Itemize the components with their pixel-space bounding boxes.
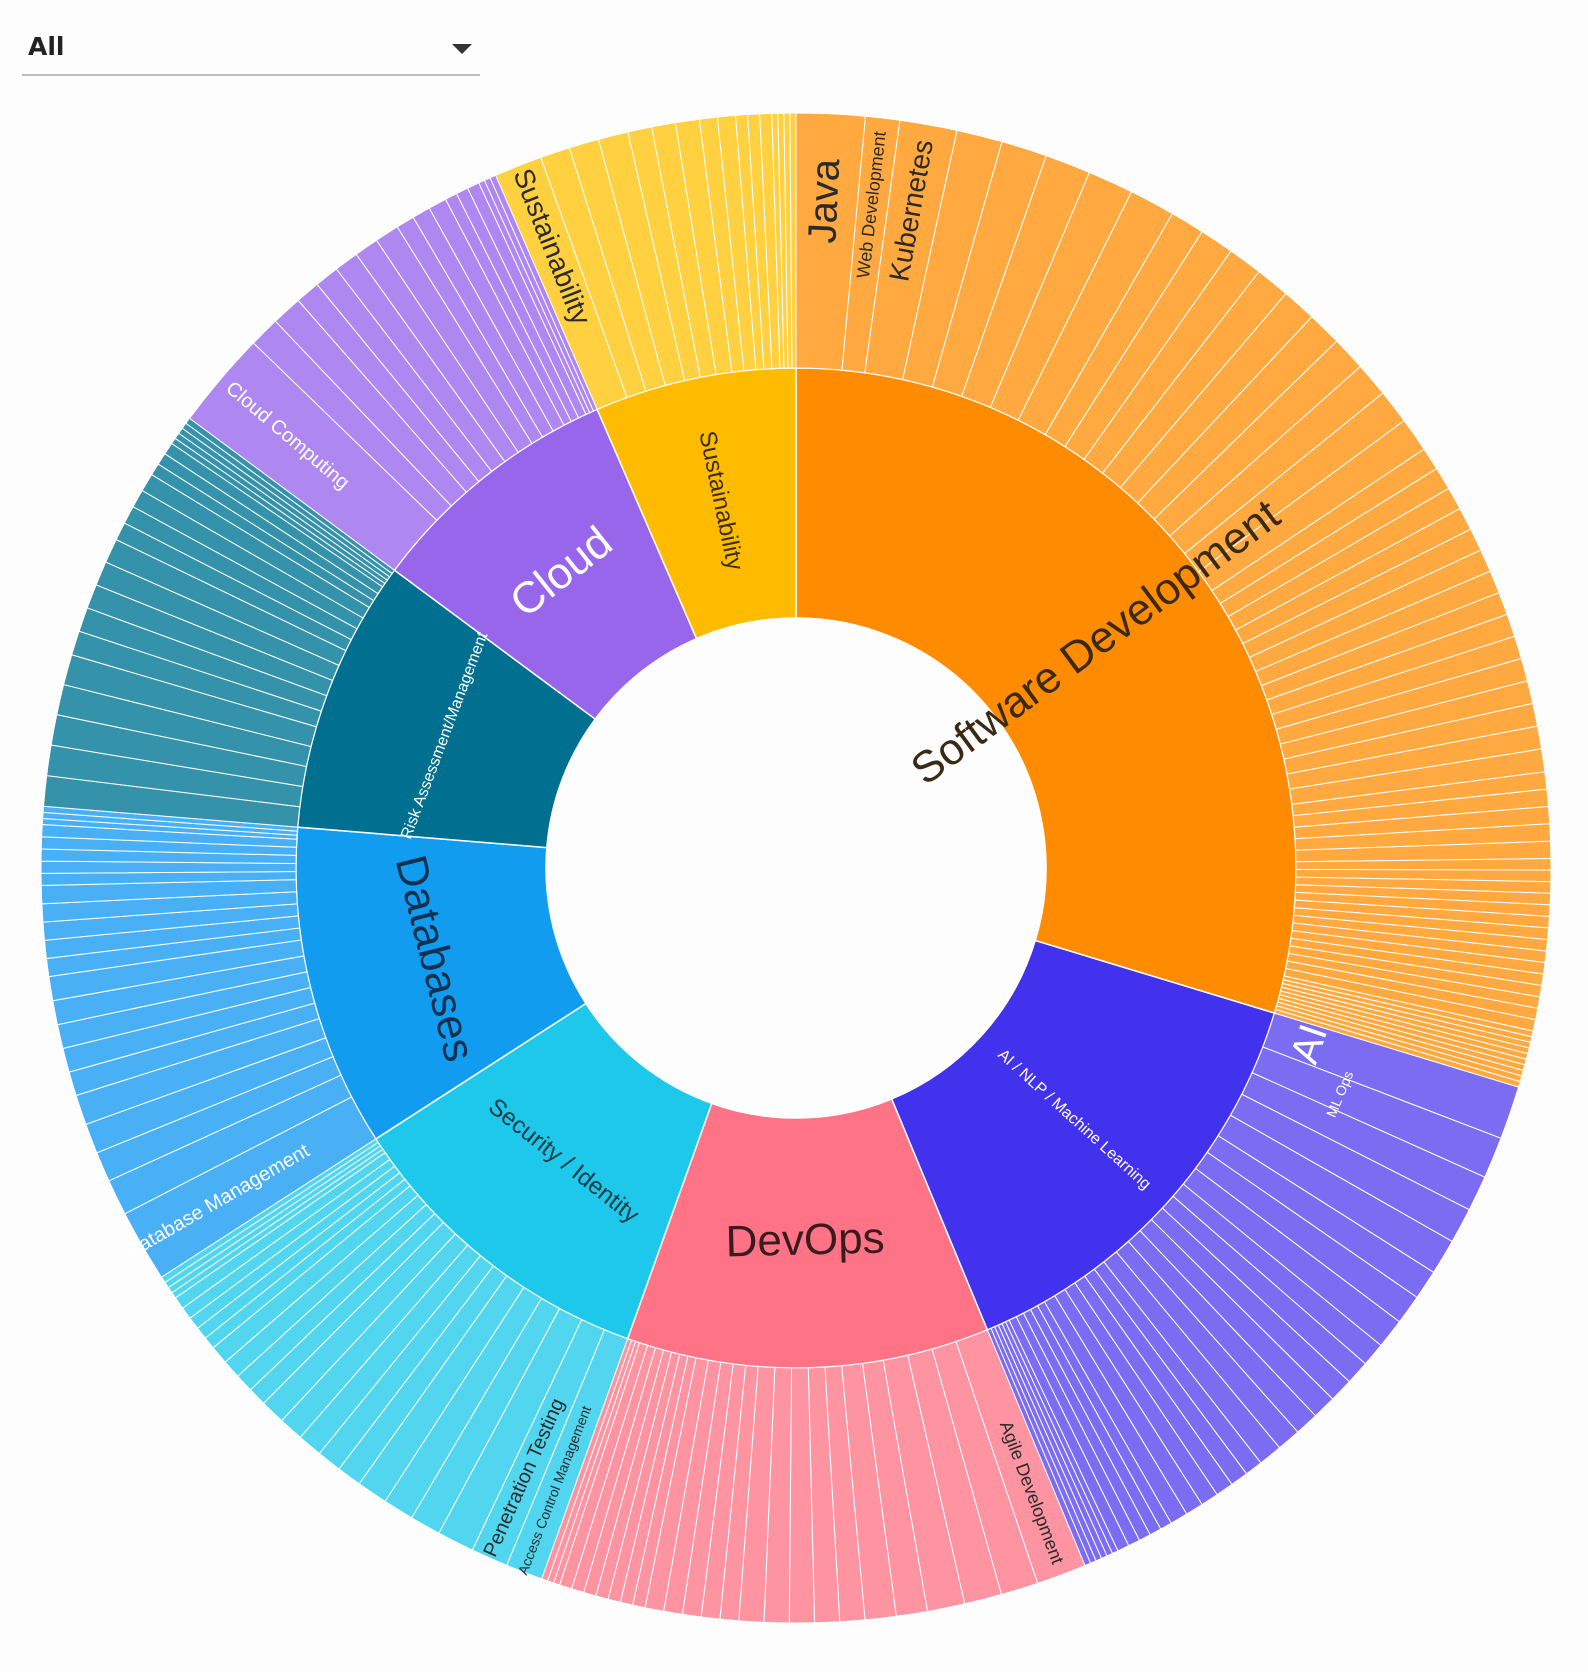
- segment-label-devops: DevOps: [725, 1214, 885, 1267]
- category-filter-dropdown[interactable]: All: [22, 26, 480, 76]
- filter-selected-value: All: [28, 32, 65, 61]
- subsegment-label-java: Java: [800, 157, 848, 244]
- chevron-down-icon[interactable]: [452, 44, 472, 54]
- subsegment-sustainability-15[interactable]: [789, 112, 797, 369]
